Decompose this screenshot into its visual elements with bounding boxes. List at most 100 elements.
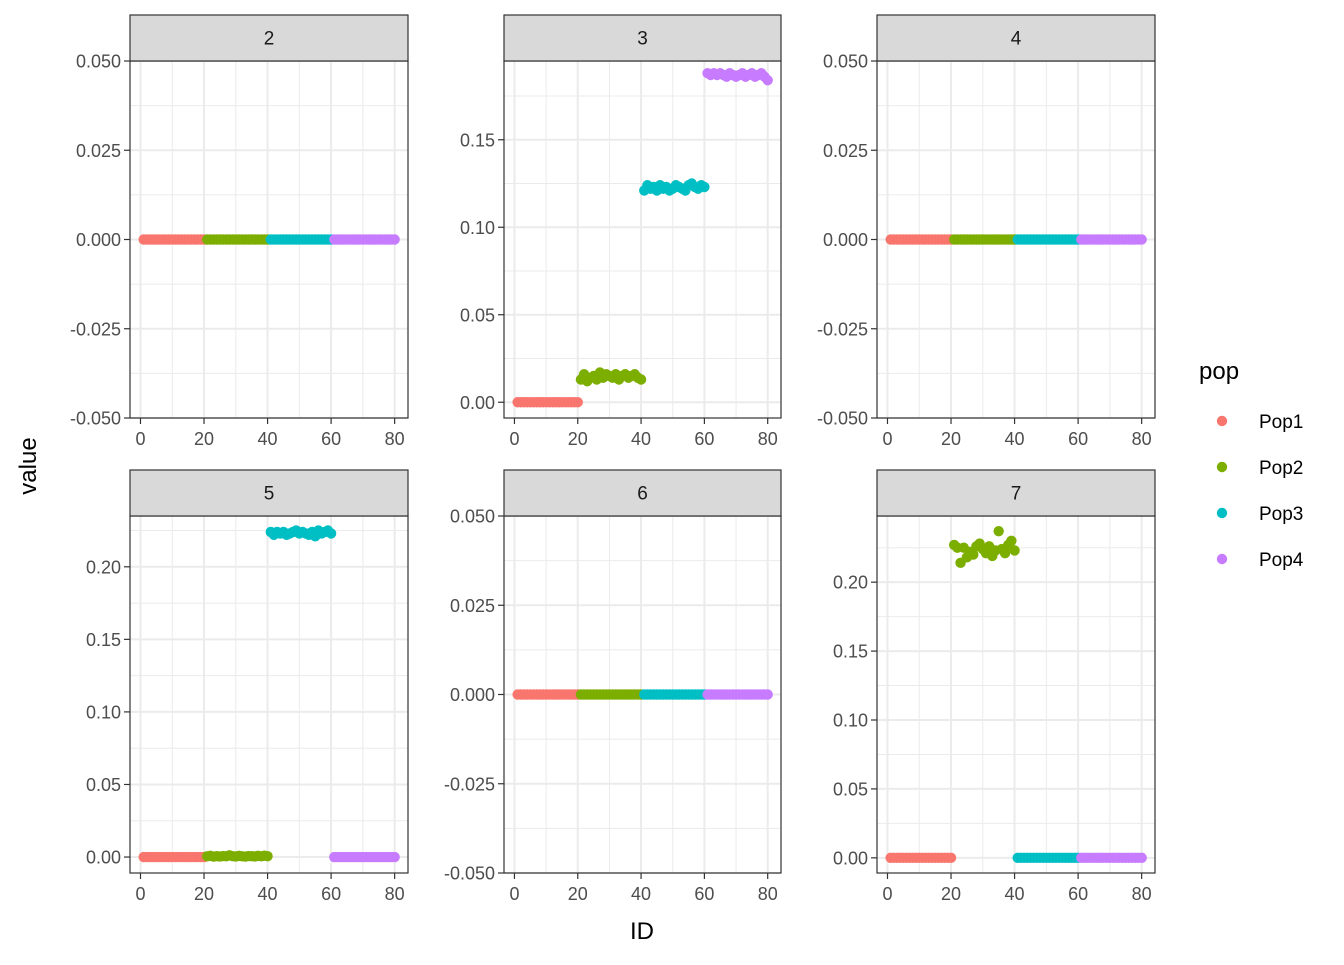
panel-background <box>504 61 781 418</box>
x-tick-label: 0 <box>509 884 519 904</box>
y-axis-title: value <box>15 437 42 494</box>
x-tick-label: 0 <box>882 884 892 904</box>
x-tick-label: 0 <box>135 429 145 449</box>
legend-title: pop <box>1199 358 1239 385</box>
y-tick-label: 0.05 <box>460 305 495 325</box>
y-tick-label: 0.025 <box>823 141 868 161</box>
point-pop2 <box>635 374 647 385</box>
x-tick-label: 0 <box>882 429 892 449</box>
y-tick-label: -0.025 <box>444 774 495 794</box>
legend-label-pop4: Pop4 <box>1259 550 1304 571</box>
y-tick-label: 0.10 <box>833 711 868 731</box>
y-tick-label: 0.000 <box>450 685 495 705</box>
panel-6: 6 -0.050 -0.025 0.000 0.025 0.050 0 20 40 60 80 <box>444 469 782 904</box>
x-tick-label: 20 <box>194 884 214 904</box>
facet-strip-label: 4 <box>1011 29 1022 50</box>
x-tick-label: 40 <box>631 884 651 904</box>
y-tick-label: -0.050 <box>70 409 121 429</box>
y-tick-label: 0.05 <box>833 779 868 799</box>
x-tick-label: 60 <box>694 429 714 449</box>
series-points <box>885 234 1147 245</box>
x-tick-label: 40 <box>1005 884 1025 904</box>
x-tick-label: 60 <box>694 884 714 904</box>
x-tick-label: 40 <box>1005 429 1025 449</box>
x-tick-label: 80 <box>1132 884 1152 904</box>
facet-strip-label: 6 <box>637 484 648 505</box>
facet-strip <box>503 469 782 517</box>
point-pop4 <box>762 689 773 700</box>
x-tick-label: 40 <box>258 429 278 449</box>
y-tick-label: 0.15 <box>833 642 868 662</box>
y-tick-label: 0.00 <box>460 393 495 413</box>
point-pop4 <box>762 75 773 86</box>
x-tick-label: 20 <box>568 429 588 449</box>
point-pop2 <box>1006 535 1017 547</box>
y-tick-label: 0.050 <box>450 507 495 527</box>
facet-strip <box>503 14 782 62</box>
panel-5: 5 0.00 0.05 0.10 0.15 0.20 0 20 40 60 80 <box>86 469 409 904</box>
panel-background <box>877 516 1155 873</box>
series-points <box>138 234 400 245</box>
point-pop2 <box>262 850 273 862</box>
facet-strip <box>129 14 409 62</box>
x-tick-label: 80 <box>758 429 778 449</box>
x-tick-label: 60 <box>1068 884 1088 904</box>
x-tick-label: 20 <box>568 884 588 904</box>
y-tick-label: 0.00 <box>86 848 121 868</box>
x-tick-label: 0 <box>509 429 519 449</box>
x-tick-label: 80 <box>385 429 405 449</box>
series-points <box>512 68 773 408</box>
y-tick-label: 0.050 <box>823 52 868 72</box>
y-tick-label: -0.025 <box>817 319 868 339</box>
x-tick-label: 0 <box>135 884 145 904</box>
x-tick-label: 60 <box>1068 429 1088 449</box>
x-tick-label: 60 <box>321 884 341 904</box>
panel-background <box>130 516 408 873</box>
panel-4: 4 -0.050 -0.025 0.000 0.025 0.050 0 20 40 60 80 <box>817 14 1156 449</box>
y-tick-label: -0.025 <box>70 319 121 339</box>
y-tick-label: 0.025 <box>76 141 121 161</box>
legend-label-pop2: Pop2 <box>1259 458 1303 479</box>
y-tick-label: 0.050 <box>76 52 121 72</box>
y-tick-label: 0.00 <box>833 848 868 868</box>
series-points <box>512 689 773 700</box>
y-tick-label: 0.10 <box>460 218 495 238</box>
series-points <box>138 525 400 863</box>
point-pop4 <box>1136 234 1147 245</box>
panel-2: 2 -0.050 -0.025 0.000 0.025 0.050 0 20 40 60 80 <box>70 14 409 449</box>
facet-strip-label: 7 <box>1011 484 1022 505</box>
facet-strip <box>129 469 409 517</box>
point-pop2 <box>999 548 1011 559</box>
point-pop2 <box>1009 545 1020 556</box>
y-tick-label: 0.05 <box>86 775 121 795</box>
legend-key-pop1 <box>1216 415 1228 427</box>
x-tick-label: 80 <box>1132 429 1152 449</box>
legend-key-pop2 <box>1216 461 1228 473</box>
y-tick-label: 0.10 <box>86 702 121 722</box>
y-tick-label: 0.000 <box>76 230 121 250</box>
point-pop4 <box>1136 852 1147 864</box>
panel-3: 3 0.00 0.05 0.10 0.15 0 20 40 60 80 <box>460 14 782 449</box>
x-tick-label: 40 <box>631 429 651 449</box>
legend-key-pop4 <box>1216 553 1228 565</box>
y-tick-label: 0.025 <box>450 596 495 616</box>
y-tick-label: 0.15 <box>460 130 495 150</box>
legend-key-pop3 <box>1216 507 1228 519</box>
legend-label-pop1: Pop1 <box>1259 412 1303 433</box>
x-tick-label: 20 <box>941 429 961 449</box>
y-tick-label: 0.000 <box>823 230 868 250</box>
y-tick-label: 0.20 <box>833 573 868 593</box>
facet-strip-label: 2 <box>264 29 275 50</box>
y-tick-label: -0.050 <box>817 409 868 429</box>
x-tick-label: 20 <box>941 884 961 904</box>
panel-7: 7 0.00 0.05 0.10 0.15 0.20 0 20 40 60 80 <box>833 469 1156 904</box>
point-pop1 <box>572 397 583 408</box>
facet-strip-label: 3 <box>637 29 648 50</box>
x-tick-label: 40 <box>258 884 278 904</box>
point-pop2 <box>968 549 979 560</box>
facet-strip <box>876 14 1156 62</box>
series-points <box>885 525 1147 864</box>
x-tick-label: 80 <box>385 884 405 904</box>
